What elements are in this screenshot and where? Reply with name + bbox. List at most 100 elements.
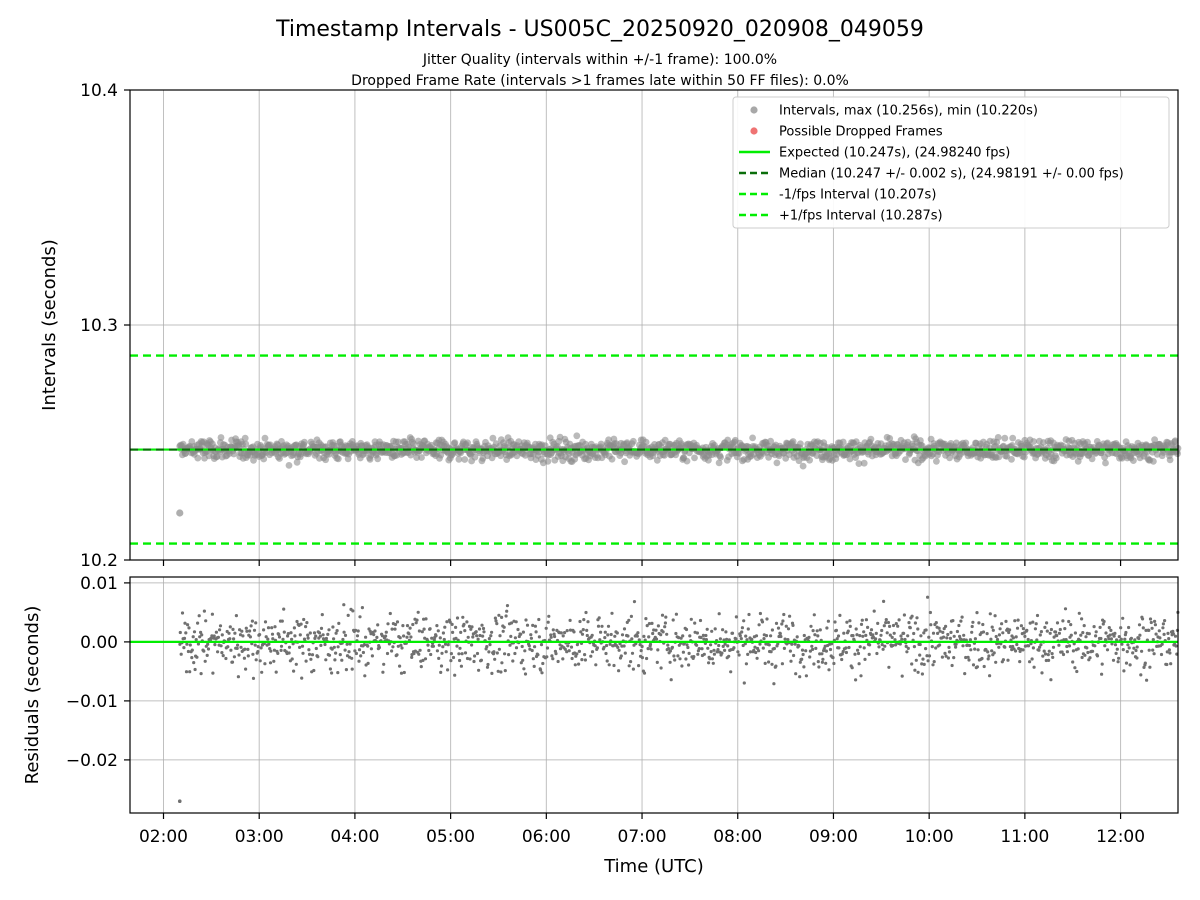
residual-point xyxy=(356,629,360,633)
residual-point xyxy=(957,623,961,628)
residual-point xyxy=(523,672,528,676)
residual-point xyxy=(832,661,836,666)
residual-point xyxy=(405,624,410,628)
residual-point xyxy=(527,644,531,648)
residual-point xyxy=(783,637,787,641)
legend-entry: Possible Dropped Frames xyxy=(750,125,943,140)
residual-point xyxy=(910,662,914,666)
residual-point xyxy=(338,653,342,657)
residual-point xyxy=(330,647,334,651)
residual-point xyxy=(417,629,421,633)
residual-point xyxy=(459,630,463,635)
residual-point xyxy=(896,624,900,628)
interval-point xyxy=(1150,458,1157,465)
residual-point xyxy=(718,637,723,641)
residual-point xyxy=(316,655,320,659)
residual-point xyxy=(519,632,523,636)
residual-point xyxy=(342,603,346,607)
residual-point xyxy=(776,626,781,630)
residual-point xyxy=(590,633,594,637)
residual-point xyxy=(544,626,548,630)
residual-point xyxy=(635,634,639,638)
residual-point xyxy=(354,651,358,656)
residual-point xyxy=(1145,678,1149,682)
residual-point xyxy=(209,636,213,640)
residual-point xyxy=(1038,633,1042,637)
x-tick-label-07:00: 07:00 xyxy=(618,827,667,847)
residual-point xyxy=(902,613,907,617)
residual-point xyxy=(439,670,443,675)
residual-point xyxy=(190,656,194,660)
residual-point xyxy=(583,658,588,662)
residual-point xyxy=(481,626,486,631)
residual-point xyxy=(864,618,869,622)
residual-point xyxy=(273,625,277,629)
residual-point xyxy=(300,644,305,648)
residual-point xyxy=(1071,660,1075,664)
residual-point xyxy=(1165,650,1169,654)
residual-point xyxy=(407,632,411,636)
residual-point xyxy=(826,619,831,623)
residual-point xyxy=(256,645,260,649)
residual-point xyxy=(924,628,928,632)
residual-point xyxy=(1019,624,1024,628)
residual-point xyxy=(629,660,633,664)
residual-point xyxy=(627,618,631,622)
residual-point xyxy=(791,623,795,628)
residual-point xyxy=(1080,655,1084,660)
residual-point xyxy=(1076,647,1080,651)
interval-point xyxy=(902,456,909,463)
residual-point xyxy=(1171,632,1175,636)
residual-point xyxy=(717,612,721,616)
residual-point xyxy=(1126,643,1130,647)
residual-point xyxy=(997,633,1002,637)
residual-point xyxy=(822,647,826,651)
residual-point xyxy=(642,634,646,639)
residual-point xyxy=(668,660,672,664)
residual-point xyxy=(897,618,901,622)
residual-point xyxy=(1087,632,1091,636)
residual-point xyxy=(681,634,685,638)
residual-point xyxy=(659,666,663,670)
residual-point xyxy=(813,633,817,637)
residual-point xyxy=(1113,631,1117,636)
residual-point xyxy=(631,667,636,671)
residual-point xyxy=(754,650,758,655)
residual-point xyxy=(723,642,727,646)
residual-point xyxy=(666,647,671,651)
residual-point xyxy=(198,635,202,639)
interval-point xyxy=(1001,434,1009,442)
interval-point xyxy=(374,455,382,463)
residual-point xyxy=(761,646,765,650)
residual-point xyxy=(887,665,891,669)
residual-point xyxy=(1110,642,1114,646)
residual-point xyxy=(723,648,727,653)
residual-point xyxy=(969,648,973,652)
residual-point xyxy=(463,629,467,633)
residual-point xyxy=(811,647,815,652)
residual-point xyxy=(333,658,337,662)
residual-point xyxy=(269,649,273,653)
residual-point xyxy=(712,648,716,652)
residual-point xyxy=(369,647,373,651)
residual-point xyxy=(763,661,767,666)
residual-point xyxy=(304,659,308,663)
residual-point xyxy=(898,642,902,646)
residual-point xyxy=(582,618,586,622)
residual-point xyxy=(186,649,190,654)
interval-point xyxy=(1171,437,1179,445)
residual-point xyxy=(551,628,555,632)
residual-point xyxy=(840,652,844,656)
legend-entry: -1/fps Interval (10.207s) xyxy=(739,188,936,203)
residual-point xyxy=(1100,672,1104,676)
residual-point xyxy=(686,645,690,650)
interval-point xyxy=(1088,455,1096,463)
residual-point xyxy=(954,642,958,646)
residual-point xyxy=(841,649,845,654)
residual-point xyxy=(190,648,194,652)
residual-point xyxy=(973,637,978,641)
residual-point xyxy=(567,649,571,653)
residual-point xyxy=(312,668,316,673)
residual-point xyxy=(1112,634,1116,638)
residual-point xyxy=(422,617,426,621)
